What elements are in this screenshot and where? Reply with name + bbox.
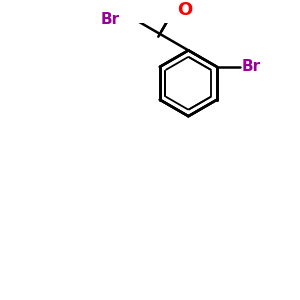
Text: Br: Br <box>100 12 119 27</box>
Text: Br: Br <box>242 59 261 74</box>
Text: O: O <box>177 1 192 19</box>
